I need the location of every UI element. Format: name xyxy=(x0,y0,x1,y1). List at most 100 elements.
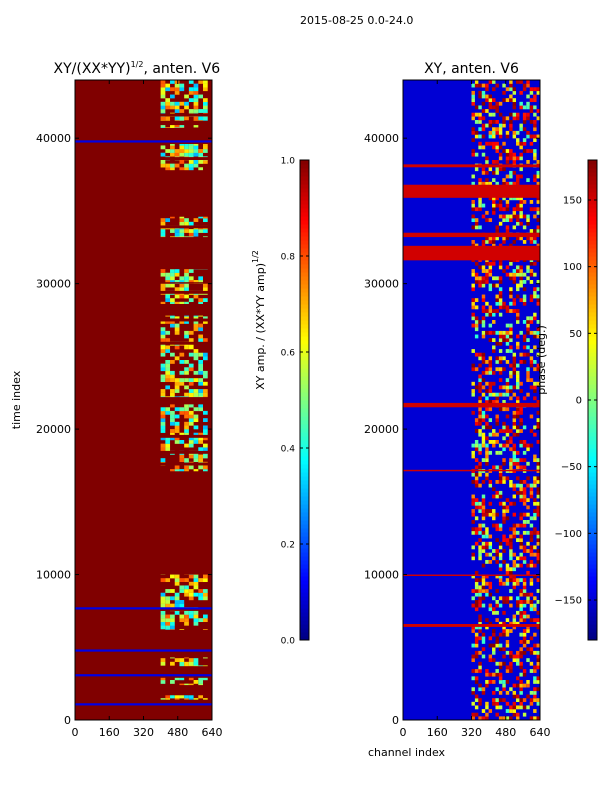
heatmap-cell xyxy=(179,410,185,415)
heatmap-cell xyxy=(478,625,482,630)
heatmap-cell xyxy=(536,654,540,659)
heatmap-cell xyxy=(516,425,520,430)
heatmap-cell xyxy=(471,116,475,121)
heatmap-cell xyxy=(170,149,175,153)
heatmap-cell xyxy=(522,458,527,463)
colorbar-swatch xyxy=(588,516,597,521)
heatmap-cell xyxy=(516,661,520,666)
heatmap-cell xyxy=(188,676,194,681)
heatmap-cell xyxy=(533,174,537,179)
heatmap-cell xyxy=(526,236,530,241)
heatmap-cell xyxy=(533,287,537,292)
heatmap-cell xyxy=(492,127,496,132)
heatmap-cell xyxy=(502,447,506,452)
heatmap-cell xyxy=(516,600,520,604)
colorbar-swatch xyxy=(300,508,309,513)
colorbar-swatch xyxy=(300,500,309,505)
heatmap-streak xyxy=(75,649,212,652)
heatmap-cell xyxy=(512,105,517,110)
colorbar-swatch xyxy=(588,384,597,389)
colorbar-swatch xyxy=(588,496,597,501)
heatmap-cell xyxy=(519,563,523,568)
heatmap-cell xyxy=(502,560,506,564)
heatmap-cell xyxy=(512,658,517,663)
heatmap-cell xyxy=(481,127,486,132)
heatmap-cell xyxy=(516,432,520,437)
colorbar-swatch xyxy=(588,636,597,641)
heatmap-cell xyxy=(509,87,513,92)
heatmap-cell xyxy=(512,370,517,375)
y-tick-label: 40000 xyxy=(36,132,71,145)
heatmap-cell xyxy=(512,694,517,699)
heatmap-cell xyxy=(502,509,506,513)
heatmap-cell xyxy=(509,345,513,350)
colorbar-swatch xyxy=(588,600,597,605)
colorbar-swatch xyxy=(300,632,309,637)
heatmap-cell xyxy=(488,236,493,241)
heatmap-cell xyxy=(509,174,513,179)
heatmap-cell xyxy=(509,272,513,277)
heatmap-cell xyxy=(198,680,204,684)
heatmap-cell xyxy=(519,145,523,150)
heatmap-cell xyxy=(512,240,517,244)
colorbar-swatch xyxy=(588,192,597,197)
heatmap-cell xyxy=(522,712,527,717)
y-tick-label: 10000 xyxy=(36,569,71,582)
heatmap-cell xyxy=(485,509,489,513)
heatmap-cell xyxy=(203,592,208,597)
colorbar-swatch xyxy=(300,196,309,201)
heatmap-cell xyxy=(174,694,180,699)
colorbar-swatch xyxy=(588,304,597,309)
heatmap-cell xyxy=(529,650,534,655)
heatmap-cell xyxy=(495,396,499,401)
heatmap-cell xyxy=(492,680,496,684)
heatmap-cell xyxy=(160,625,166,630)
heatmap-cell xyxy=(512,160,517,164)
heatmap-cell xyxy=(526,370,530,375)
colorbar-swatch xyxy=(300,236,309,241)
heatmap-cell xyxy=(516,450,520,455)
heatmap-band xyxy=(75,471,212,575)
heatmap-cell xyxy=(488,272,493,277)
heatmap-cell xyxy=(184,167,189,172)
heatmap-cell xyxy=(488,552,493,557)
heatmap-cell xyxy=(488,672,493,677)
heatmap-cell xyxy=(481,687,486,692)
heatmap-cell xyxy=(160,429,166,433)
heatmap-cell xyxy=(481,458,486,463)
colorbar-swatch xyxy=(588,204,597,209)
heatmap-cell xyxy=(498,294,503,299)
colorbar-swatch xyxy=(588,440,597,445)
heatmap-cell xyxy=(522,589,527,593)
heatmap-cell xyxy=(184,407,189,412)
heatmap-cell xyxy=(193,661,199,666)
heatmap-cell xyxy=(519,607,523,612)
heatmap-cell xyxy=(516,116,520,121)
heatmap-cell xyxy=(519,650,523,655)
heatmap-cell xyxy=(516,138,520,143)
heatmap-cell xyxy=(509,465,513,470)
heatmap-cell xyxy=(488,181,493,186)
heatmap-cell xyxy=(193,389,199,393)
colorbar-swatch xyxy=(300,184,309,189)
heatmap-cell xyxy=(174,116,180,121)
heatmap-cell xyxy=(509,374,513,379)
heatmap-cell xyxy=(512,414,517,419)
heatmap-cell xyxy=(526,94,530,99)
heatmap-cell xyxy=(502,149,506,153)
heatmap-cell xyxy=(536,181,540,186)
heatmap-cell xyxy=(188,149,194,153)
heatmap-cell xyxy=(160,272,166,277)
heatmap-cell xyxy=(533,134,537,139)
heatmap-cell xyxy=(170,87,175,92)
heatmap-cell xyxy=(509,436,513,441)
heatmap-cell xyxy=(193,109,199,113)
heatmap-cell xyxy=(505,389,510,393)
heatmap-cell xyxy=(478,203,482,208)
heatmap-cell xyxy=(526,214,530,219)
heatmap-cell xyxy=(519,458,523,463)
heatmap-cell xyxy=(516,269,520,273)
heatmap-cell xyxy=(502,385,506,390)
heatmap-cell xyxy=(478,501,482,506)
heatmap-cell xyxy=(165,283,171,288)
